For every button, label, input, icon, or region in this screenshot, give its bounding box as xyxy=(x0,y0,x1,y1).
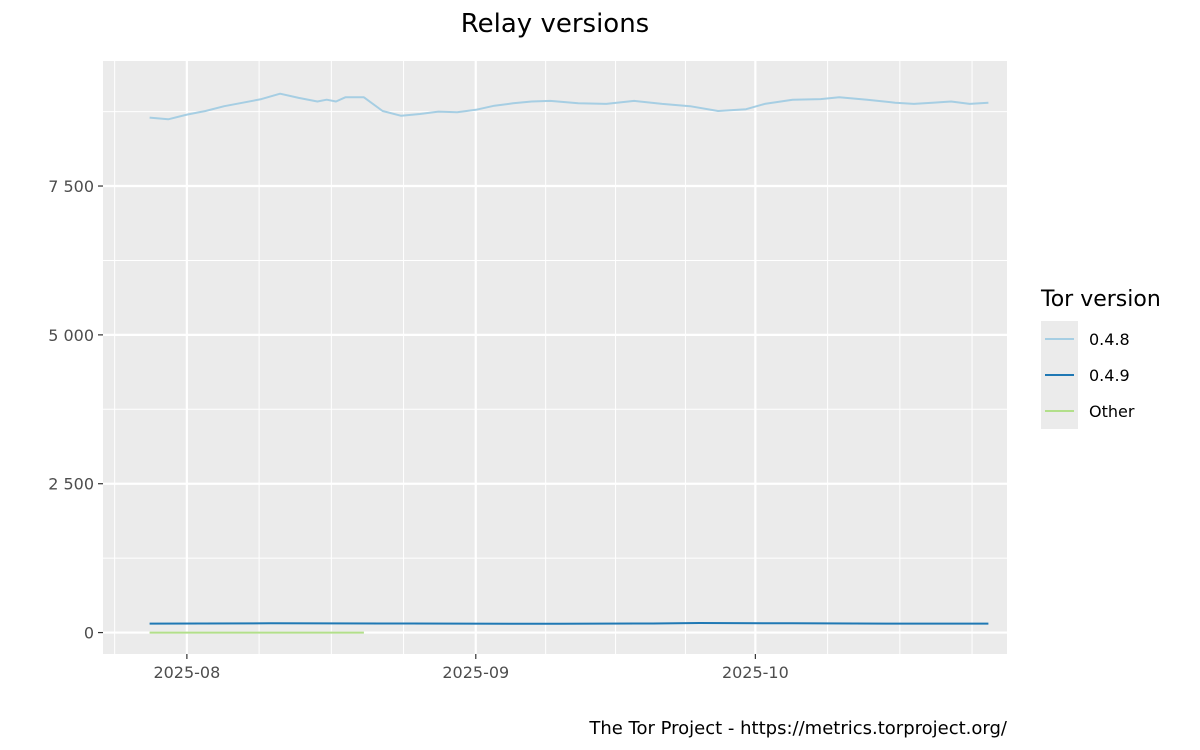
minor-x-gridlines xyxy=(114,61,973,654)
x-tick-label: 2025-09 xyxy=(442,663,509,682)
legend: Tor version 0.4.8 0.4.9 Other xyxy=(1040,287,1161,429)
legend-label: Other xyxy=(1089,402,1135,421)
y-tick-label: 5 000 xyxy=(48,326,94,345)
chart-title: Relay versions xyxy=(461,9,649,39)
series-line-0-4-9 xyxy=(149,622,989,625)
legend-items: 0.4.8 0.4.9 Other xyxy=(1045,330,1135,421)
series-lines xyxy=(149,92,989,634)
x-tick-label: 2025-10 xyxy=(722,663,789,682)
minor-y-gridlines xyxy=(103,111,1007,559)
y-tick-label: 0 xyxy=(84,624,94,643)
legend-label: 0.4.8 xyxy=(1089,330,1130,349)
x-axis: 2025-08 2025-09 2025-10 xyxy=(153,654,789,682)
plot-panel xyxy=(103,61,1007,654)
series-line-0-4-8 xyxy=(149,92,989,121)
y-axis: 0 2 500 5 000 7 500 xyxy=(48,177,103,643)
legend-title: Tor version xyxy=(1040,287,1161,312)
x-tick-label: 2025-08 xyxy=(153,663,220,682)
major-x-gridlines xyxy=(185,61,757,654)
y-tick-label: 2 500 xyxy=(48,475,94,494)
chart-caption: The Tor Project - https://metrics.torpro… xyxy=(588,718,1008,739)
legend-label: 0.4.9 xyxy=(1089,366,1130,385)
y-tick-label: 7 500 xyxy=(48,177,94,196)
major-y-gridlines xyxy=(103,184,1007,634)
